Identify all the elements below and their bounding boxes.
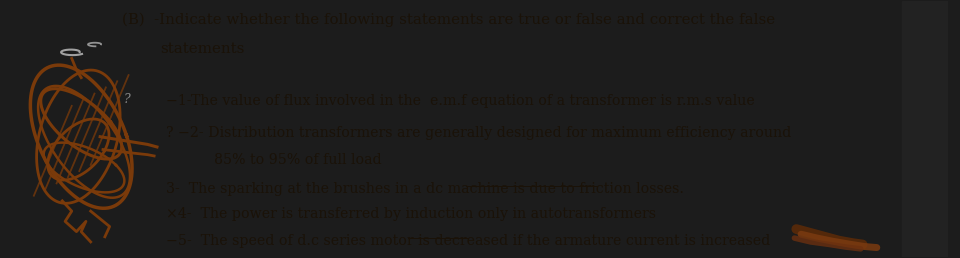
Text: −5-  The speed of d.c series motor is decreased if the armature current is incre: −5- The speed of d.c series motor is dec…: [166, 234, 771, 248]
Text: ? −2- Distribution transformers are generally designed for maximum efficiency ar: ? −2- Distribution transformers are gene…: [166, 126, 792, 140]
Text: 3-  The sparking at the brushes in a dc machine is due to friction losses.: 3- The sparking at the brushes in a dc m…: [166, 182, 684, 196]
Text: ?: ?: [124, 93, 131, 106]
Bar: [902, 1, 948, 257]
Text: 85% to 95% of full load: 85% to 95% of full load: [214, 153, 381, 167]
Text: ×4-  The power is transferred by induction only in autotransformers: ×4- The power is transferred by inductio…: [166, 207, 657, 221]
Text: (B)  -Indicate whether the following statements are true or false and correct th: (B) -Indicate whether the following stat…: [122, 12, 775, 27]
Text: statements: statements: [159, 42, 244, 56]
Text: −1-The value of flux involved in the  e.m.f equation of a transformer is r.m.s v: −1-The value of flux involved in the e.m…: [166, 94, 756, 108]
